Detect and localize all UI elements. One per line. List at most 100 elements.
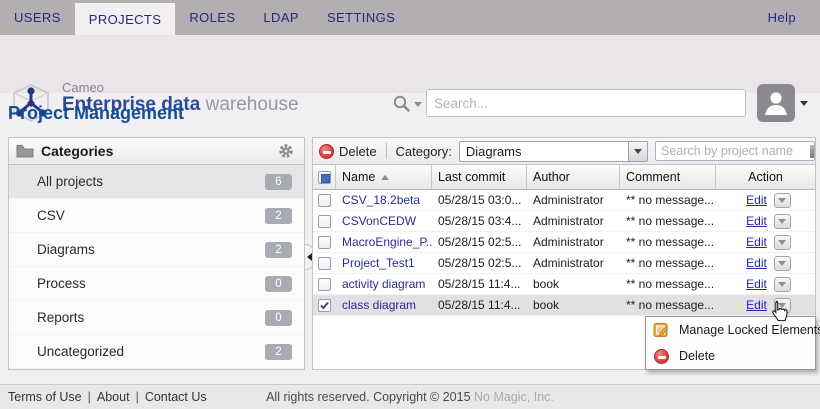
search-scope-caret-icon[interactable] bbox=[414, 102, 422, 107]
menu-item-delete[interactable]: Delete bbox=[646, 343, 815, 369]
table-row[interactable]: CSVonCEDW 05/28/15 03:4... Administrator… bbox=[313, 211, 815, 232]
edit-link[interactable]: Edit bbox=[746, 235, 767, 249]
edit-link[interactable]: Edit bbox=[746, 214, 767, 228]
edit-link[interactable]: Edit bbox=[746, 193, 767, 207]
category-count-badge: 0 bbox=[265, 309, 292, 326]
edit-link[interactable]: Edit bbox=[746, 256, 767, 270]
hand-cursor-icon bbox=[768, 299, 791, 329]
manage-locked-elements-icon bbox=[653, 322, 669, 338]
category-count-badge: 6 bbox=[265, 173, 292, 190]
app-logo-icon bbox=[10, 82, 52, 129]
nav-item-projects[interactable]: PROJECTS bbox=[74, 3, 176, 35]
sidebar-item-uncategorized[interactable]: Uncategorized 2 bbox=[9, 335, 304, 369]
sort-asc-icon bbox=[381, 174, 390, 180]
category-select[interactable]: Diagrams bbox=[458, 140, 648, 162]
category-count-badge: 2 bbox=[265, 207, 292, 224]
author: Administrator bbox=[533, 235, 604, 249]
triangle-down-icon bbox=[778, 239, 787, 245]
user-avatar-button[interactable] bbox=[757, 84, 795, 122]
table-row[interactable]: MacroEngine_P... 05/28/15 02:5... Admini… bbox=[313, 232, 815, 253]
project-name[interactable]: CSV_18.2beta bbox=[342, 193, 421, 207]
nav-item-settings[interactable]: SETTINGS bbox=[326, 10, 396, 25]
clipped-edge-element bbox=[810, 145, 814, 158]
edit-link[interactable]: Edit bbox=[746, 277, 767, 291]
brand-line1: Cameo bbox=[62, 80, 104, 95]
sidebar-item-csv[interactable]: CSV 2 bbox=[9, 199, 304, 233]
row-actions-dropdown-button[interactable] bbox=[773, 234, 791, 250]
select-all-checkbox[interactable] bbox=[317, 170, 331, 184]
row-checkbox[interactable] bbox=[318, 277, 331, 291]
comment: ** no message... bbox=[626, 235, 715, 249]
last-commit: 05/28/15 03:4... bbox=[438, 214, 522, 228]
category-label: CSV bbox=[37, 208, 65, 223]
last-commit: 05/28/15 02:5... bbox=[438, 256, 522, 270]
last-commit: 05/28/15 11:4... bbox=[438, 298, 521, 312]
category-select-button[interactable] bbox=[628, 141, 647, 161]
project-name[interactable]: activity diagram bbox=[342, 277, 426, 291]
project-name[interactable]: CSVonCEDW bbox=[342, 214, 417, 228]
project-name[interactable]: MacroEngine_P... bbox=[342, 235, 432, 249]
sidebar-item-all-projects[interactable]: All projects 6 bbox=[9, 165, 304, 199]
page-title: Project Management bbox=[8, 103, 185, 123]
table-row[interactable]: CSV_18.2beta 05/28/15 03:0... Administra… bbox=[313, 190, 815, 211]
category-count-badge: 2 bbox=[265, 241, 292, 258]
comment: ** no message... bbox=[626, 298, 715, 312]
row-checkbox[interactable] bbox=[318, 214, 331, 228]
avatar-menu-caret-icon[interactable] bbox=[800, 101, 808, 106]
company-link[interactable]: No Magic, Inc. bbox=[474, 390, 554, 404]
row-actions-dropdown-button[interactable] bbox=[773, 276, 791, 292]
project-name[interactable]: Project_Test1 bbox=[342, 256, 415, 270]
column-header-action[interactable]: Action bbox=[748, 170, 783, 184]
project-name[interactable]: class diagram bbox=[342, 298, 417, 312]
nav-item-users[interactable]: USERS bbox=[14, 10, 61, 25]
gear-icon[interactable] bbox=[278, 143, 294, 159]
menu-item-label: Manage Locked Elements bbox=[679, 323, 820, 337]
category-select-value: Diagrams bbox=[465, 143, 522, 159]
row-checkbox[interactable] bbox=[318, 256, 331, 270]
category-label: Process bbox=[37, 276, 86, 291]
search-icon[interactable] bbox=[392, 94, 411, 118]
folder-icon bbox=[16, 144, 34, 158]
triangle-down-icon bbox=[778, 197, 787, 203]
help-link[interactable]: Help bbox=[767, 10, 796, 25]
terms-of-use-link[interactable]: Terms of Use bbox=[8, 390, 82, 404]
row-checkbox[interactable] bbox=[318, 193, 331, 207]
nav-item-roles[interactable]: ROLES bbox=[189, 10, 236, 25]
row-actions-context-menu: Manage Locked Elements Delete bbox=[645, 316, 820, 370]
row-actions-dropdown-button[interactable] bbox=[773, 192, 791, 208]
nav-item-ldap[interactable]: LDAP bbox=[263, 10, 299, 25]
categories-header: Categories bbox=[9, 138, 304, 165]
row-actions-dropdown-button[interactable] bbox=[773, 255, 791, 271]
global-search-input[interactable] bbox=[426, 89, 746, 117]
sidebar-item-reports[interactable]: Reports 0 bbox=[9, 301, 304, 335]
delete-button[interactable]: Delete bbox=[339, 143, 377, 159]
triangle-down-icon bbox=[778, 281, 787, 287]
column-header-author[interactable]: Author bbox=[527, 165, 620, 189]
brand-line2-strong: Enterprise data bbox=[62, 93, 201, 115]
sidebar-item-process[interactable]: Process 0 bbox=[9, 267, 304, 301]
column-header-comment[interactable]: Comment bbox=[620, 165, 716, 189]
last-commit: 05/28/15 03:0... bbox=[438, 193, 522, 207]
author: Administrator bbox=[533, 256, 604, 270]
about-link[interactable]: About bbox=[96, 390, 130, 404]
sidebar-item-diagrams[interactable]: Diagrams 2 bbox=[9, 233, 304, 267]
header-band: Cameo Enterprise data warehouse bbox=[0, 35, 820, 122]
column-header-last-commit[interactable]: Last commit bbox=[432, 165, 527, 189]
row-actions-dropdown-button[interactable] bbox=[773, 213, 791, 229]
row-checkbox[interactable] bbox=[318, 298, 331, 312]
project-search-input[interactable] bbox=[655, 141, 815, 161]
menu-item-manage-locked-elements[interactable]: Manage Locked Elements bbox=[646, 317, 820, 343]
comment: ** no message... bbox=[626, 256, 715, 270]
contact-us-link[interactable]: Contact Us bbox=[144, 390, 207, 404]
category-label: Diagrams bbox=[37, 242, 95, 257]
table-row[interactable]: Project_Test1 05/28/15 02:5... Administr… bbox=[313, 253, 815, 274]
row-checkbox[interactable] bbox=[318, 235, 331, 249]
author: book bbox=[533, 277, 560, 291]
edit-link[interactable]: Edit bbox=[746, 298, 767, 312]
triangle-down-icon bbox=[778, 218, 787, 224]
delete-icon[interactable] bbox=[319, 143, 334, 159]
table-row[interactable]: activity diagram 05/28/15 11:4... book *… bbox=[313, 274, 815, 295]
table-row[interactable]: class diagram 05/28/15 11:4... book ** n… bbox=[313, 295, 815, 316]
column-header-name[interactable]: Name bbox=[336, 165, 432, 189]
category-filter-label: Category: bbox=[395, 143, 452, 159]
